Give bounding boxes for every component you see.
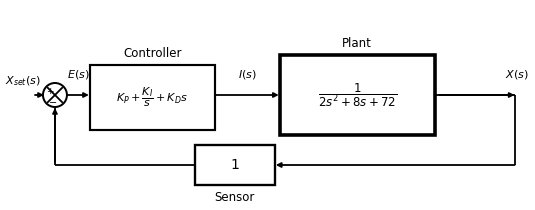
Text: $E(s)$: $E(s)$: [67, 68, 90, 81]
Bar: [280, 55, 434, 135]
Bar: [90, 65, 215, 130]
Text: $X(s)$: $X(s)$: [505, 68, 528, 81]
Text: −: −: [49, 98, 57, 108]
Text: $I(s)$: $I(s)$: [238, 68, 257, 81]
Text: $\dfrac{1}{2s^2 + 8s +72}$: $\dfrac{1}{2s^2 + 8s +72}$: [318, 81, 397, 109]
Text: Plant: Plant: [342, 37, 372, 50]
Text: Sensor: Sensor: [215, 191, 255, 204]
Text: $1$: $1$: [230, 158, 240, 172]
Text: $K_P + \dfrac{K_I}{s} + K_D s$: $K_P + \dfrac{K_I}{s} + K_D s$: [116, 86, 188, 109]
Text: +: +: [46, 87, 54, 96]
Text: $X_{set}(s)$: $X_{set}(s)$: [5, 74, 41, 88]
Bar: [195, 145, 275, 185]
Text: Controller: Controller: [123, 47, 181, 60]
